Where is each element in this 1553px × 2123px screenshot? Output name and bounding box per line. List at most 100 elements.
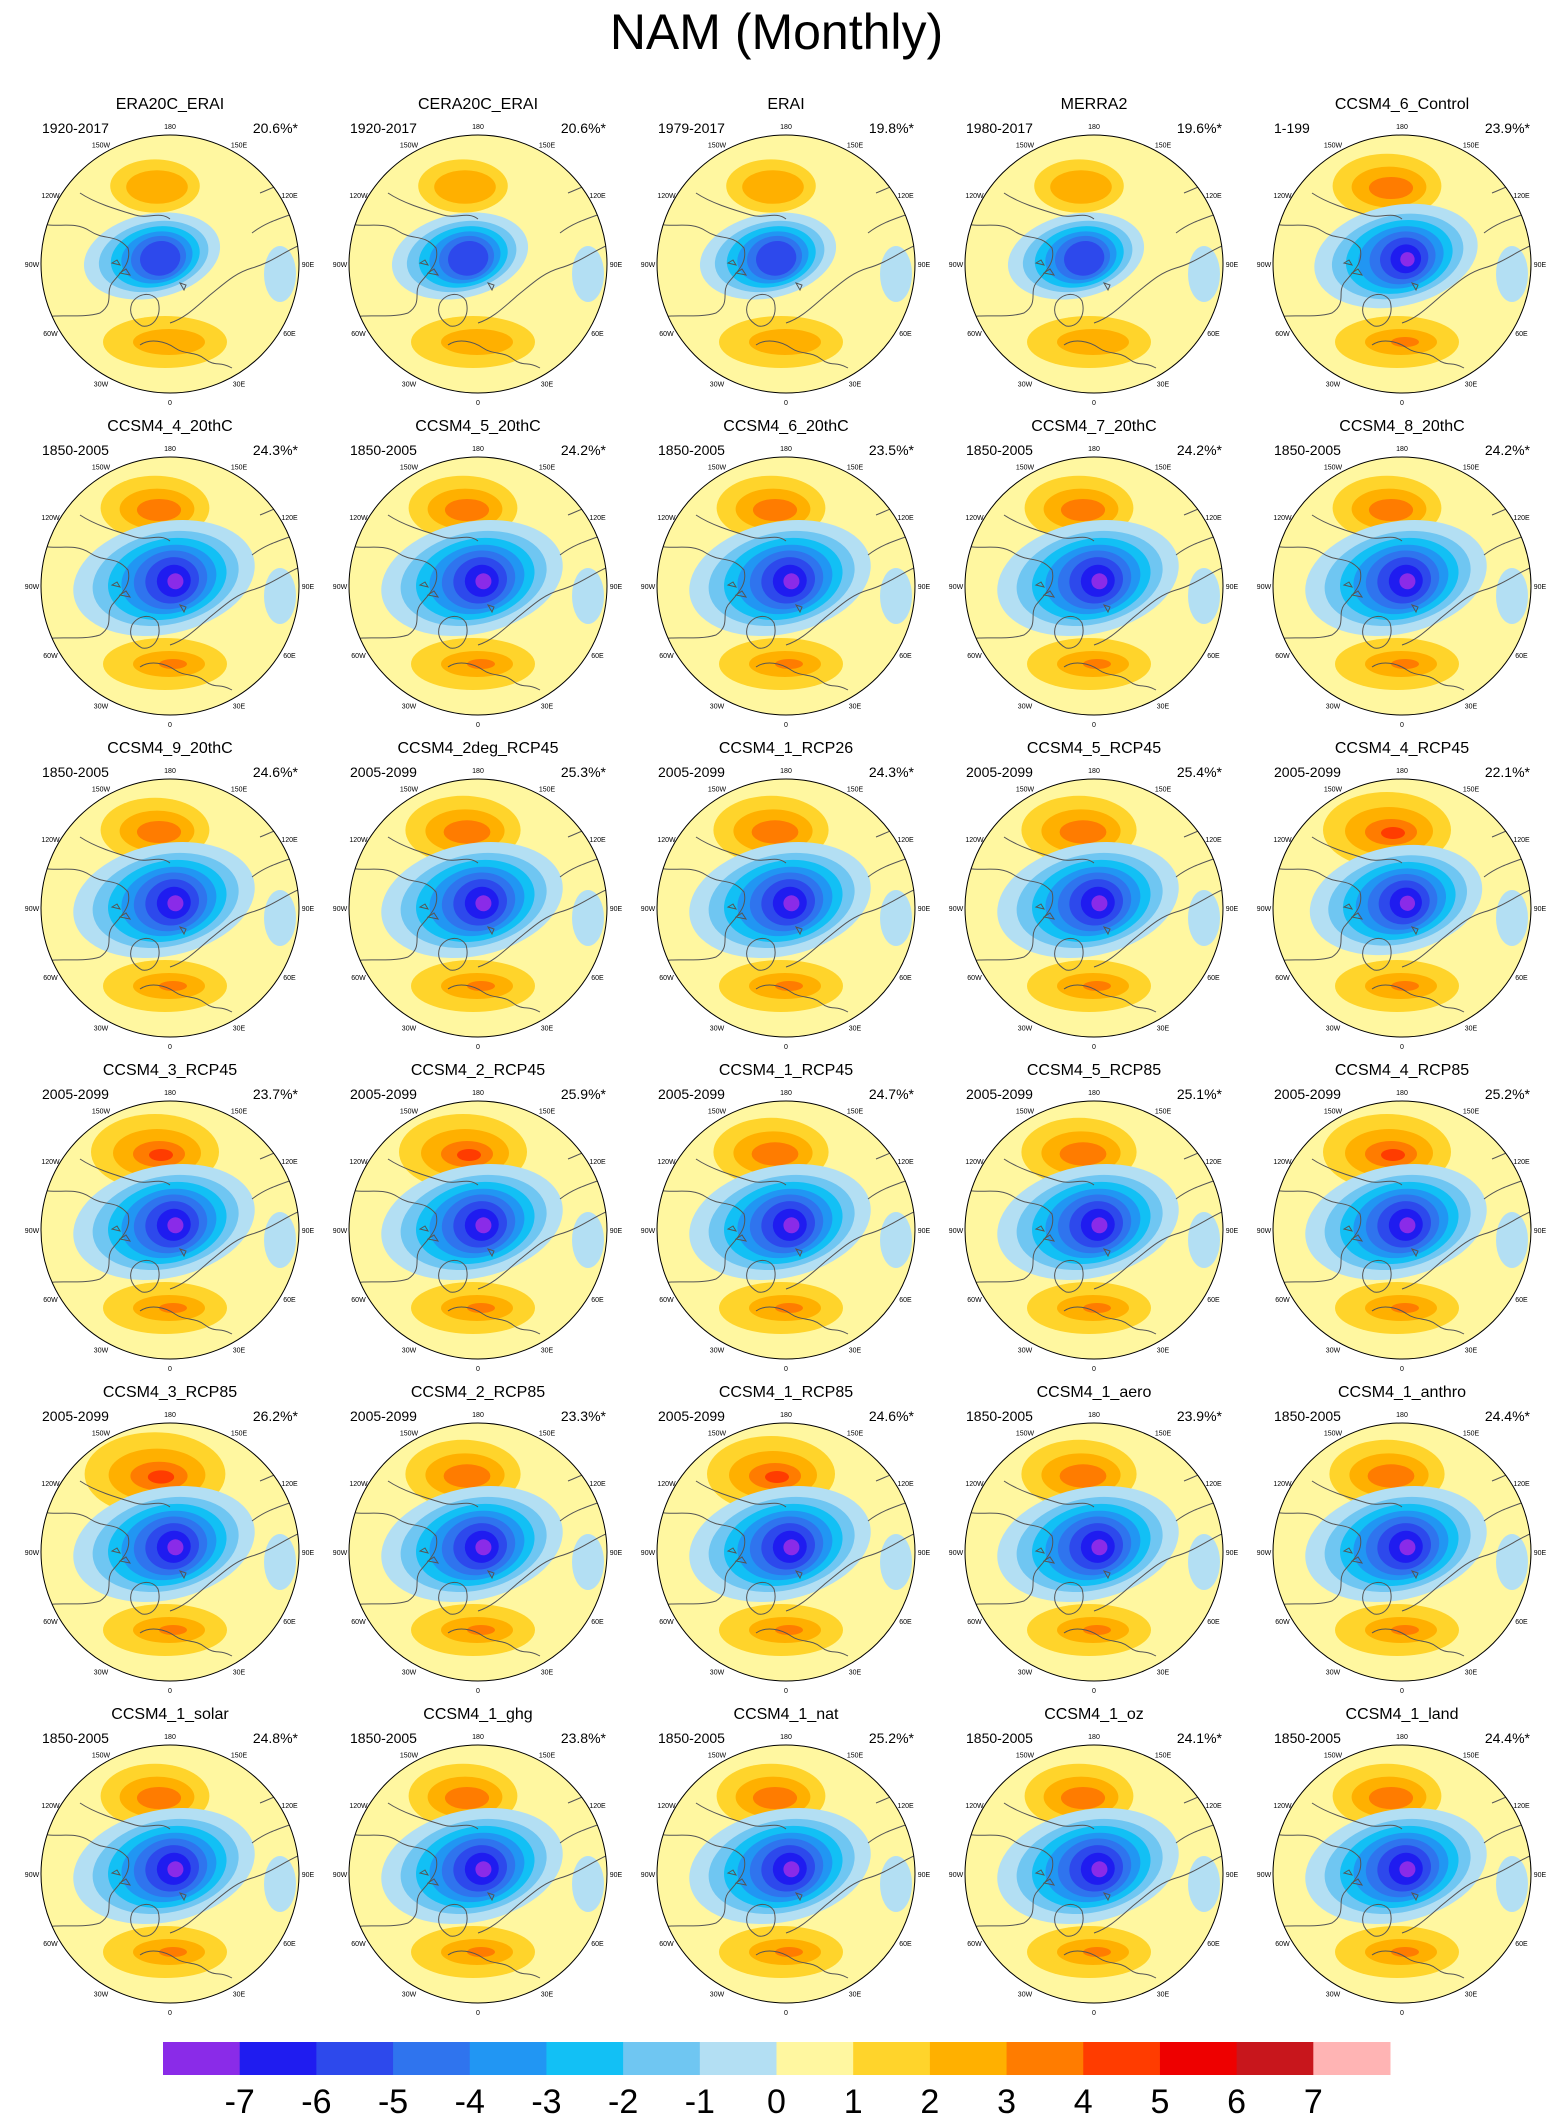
coastline [110,903,187,936]
longitude-label: 120E [1205,1481,1222,1488]
coastline [169,1210,299,1290]
panel-variance: 25.2%* [1484,1086,1530,1102]
coastline [695,836,787,864]
asia-negative-patch [880,1212,912,1268]
panel-variance: 23.7%* [252,1086,298,1102]
colorbar-label: 7 [1304,2083,1323,2121]
coastline [130,938,160,971]
longitude-label: 150E [847,464,864,471]
map-panel: CCSM4_1_RCP85 2005-2099 24.6%* 180 150E 120E 9… [636,1383,936,1693]
longitude-label: 60E [283,1619,296,1626]
longitude-label: 0 [476,722,480,727]
coastline [657,217,746,319]
panel-period: 1920-2017 [350,120,417,136]
arctic-negative-contour [1399,1217,1416,1234]
coastline [1063,340,1157,369]
coastline [169,244,299,324]
map-boundary [1272,456,1532,716]
longitude-label: 0 [168,2010,172,2015]
coastline [965,861,1054,963]
longitude-label: 180 [472,1412,484,1419]
panel-variance: 25.2%* [868,1730,914,1746]
panel-period: 1850-2005 [1274,1408,1341,1424]
longitude-label: 30E [849,1992,862,1999]
longitude-label: 150E [231,1430,248,1437]
coastline [746,938,776,971]
longitude-label: 30E [233,382,246,389]
longitude-label: 90W [1257,906,1272,913]
map-panel: ERAI 1979-2017 19.8%* 180 150E 120E 90E 60E 30E 0… [636,95,936,405]
longitude-label: 150W [1016,142,1035,149]
longitude-label: 90W [641,262,656,269]
longitude-label: 120E [589,1803,606,1810]
longitude-label: 30E [1157,382,1170,389]
coastlines [965,824,1223,1013]
longitude-label: 30E [849,1670,862,1677]
longitude-label: 180 [1088,1734,1100,1741]
coastline [418,1547,495,1580]
longitude-label: 180 [780,1734,792,1741]
longitude-label: 150W [92,1752,111,1759]
longitude-label: 60W [1275,1619,1290,1626]
longitude-label: 180 [780,1090,792,1097]
longitude-label: 120E [281,193,298,200]
longitude-label: 150E [1463,142,1480,149]
panel-title: CCSM4_5_RCP45 [1026,740,1162,757]
asia-negative-patch [572,1534,604,1590]
longitude-label: 30W [402,1348,417,1355]
coastline [349,861,438,963]
map-panel: CCSM4_8_20thC 1850-2005 24.2%* 180 150E 120E 9… [1252,417,1552,727]
asia-negative-patch [264,890,296,946]
pacific-positive-contour [1059,820,1107,844]
coastline [418,1869,495,1902]
longitude-label: 150W [92,1108,111,1115]
asia-negative-patch [572,890,604,946]
longitude-label: 30W [94,1026,109,1033]
coastline [785,244,915,324]
coastline [1063,1306,1157,1335]
panel-title: CERA20C_ERAI [417,96,539,113]
coastline [1342,259,1419,292]
colorbar-swatch [776,2042,854,2075]
coastline [657,539,746,641]
coastline [1371,340,1465,369]
panel-variance: 24.2%* [560,442,606,458]
arctic-negative-contour [783,1539,800,1556]
longitude-label: 150W [1324,142,1343,149]
panel-variance: 25.9%* [560,1086,606,1102]
longitude-label: 150E [1463,1108,1480,1115]
panel-variance: 19.8%* [868,120,914,136]
longitude-label: 120W [965,193,984,200]
longitude-label: 120E [1513,1481,1530,1488]
coastline [1342,903,1419,936]
longitude-label: 180 [780,124,792,131]
longitude-label: 30E [849,382,862,389]
coastline [755,662,849,691]
coastlines [965,180,1223,369]
longitude-label: 150E [231,786,248,793]
coastline [1034,1869,1111,1902]
coastline [746,1260,776,1293]
longitude-label: 120W [657,1803,676,1810]
coastline [1003,1158,1095,1186]
longitude-label: 60E [899,331,912,338]
longitude-label: 60E [591,1619,604,1626]
polar-map: 180 150E 120E 90E 60E 30E 0 30W 60W 90W 120W 150W [333,1090,623,1371]
longitude-label: 150W [400,1108,419,1115]
longitude-label: 150E [1463,1752,1480,1759]
coastline [1362,938,1392,971]
longitude-label: 120W [657,1481,676,1488]
asia-negative-patch [880,246,912,302]
panel-variance: 25.3%* [560,764,606,780]
longitude-label: 120W [349,837,368,844]
pacific-positive-contour [1368,176,1414,200]
longitude-label: 90E [302,1550,315,1557]
longitude-label: 60E [1207,1619,1220,1626]
polar-map: 180 150E 120E 90E 60E 30E 0 30W 60W 90W 120W 150W [1257,446,1547,727]
coastline [1401,1854,1531,1934]
pacific-positive-contour [1368,1786,1414,1810]
longitude-label: 0 [784,400,788,405]
longitude-label: 30W [402,382,417,389]
map-panel: CCSM4_4_RCP45 2005-2099 22.1%* 180 150E 120E 9… [1252,739,1552,1049]
coastline [1371,1306,1465,1335]
